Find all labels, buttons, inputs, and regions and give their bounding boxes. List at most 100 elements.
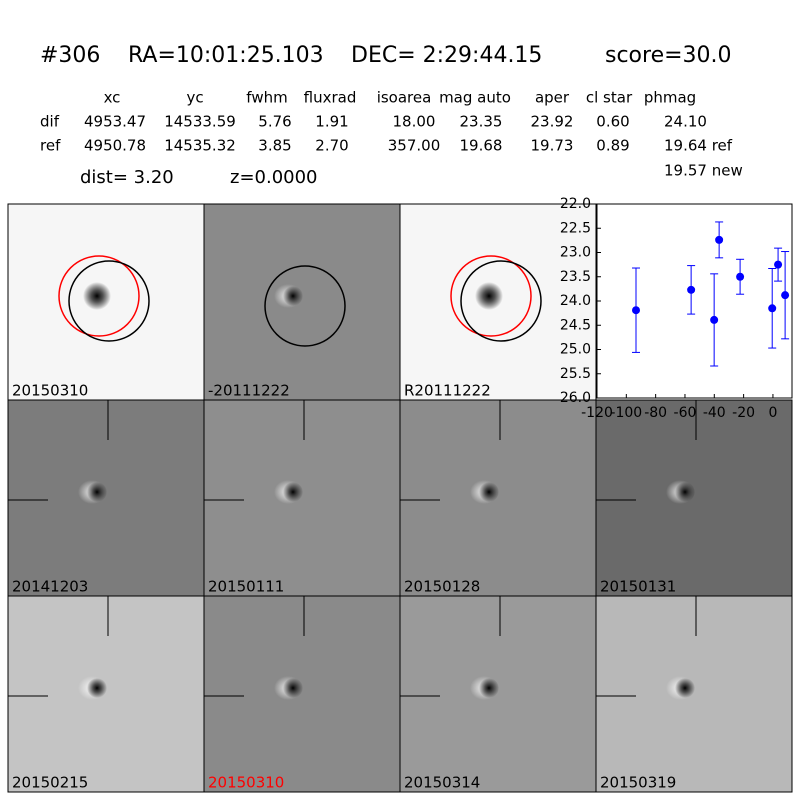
y-tick-label: 24.5 xyxy=(560,317,591,333)
ra: RA=10:01:25.103 xyxy=(128,43,324,68)
point xyxy=(632,306,640,315)
stamp-label: R20111222 xyxy=(404,382,491,400)
score: score=30.0 xyxy=(605,43,732,68)
phmag-new: 19.57 new xyxy=(664,162,743,180)
cell: 0.60 xyxy=(596,113,629,131)
x-tick-label: -40 xyxy=(703,405,726,421)
stamp xyxy=(7,399,205,597)
stamp xyxy=(595,595,793,793)
stamp-label: 20150319 xyxy=(600,774,676,792)
y-tick-label: 25.0 xyxy=(560,342,591,358)
cell: 4953.47 xyxy=(84,113,146,131)
cell: 0.89 xyxy=(596,137,629,155)
stamp xyxy=(203,203,401,401)
row-label: dif xyxy=(40,113,60,131)
aperture-red xyxy=(58,255,140,337)
stamp xyxy=(7,595,205,793)
apertures xyxy=(58,255,542,347)
cell: 19.73 xyxy=(531,137,574,155)
stamp-source xyxy=(479,678,499,698)
dec: DEC= 2:29:44.15 xyxy=(351,43,542,68)
object-id: #306 xyxy=(40,43,100,68)
stamp-source xyxy=(83,282,111,310)
aperture-black xyxy=(68,260,150,342)
aperture-red xyxy=(450,255,532,337)
cell: 19.64 ref xyxy=(664,137,733,155)
cell: 24.10 xyxy=(664,113,707,131)
column-header: mag auto xyxy=(439,89,511,107)
point xyxy=(736,272,745,281)
column-header: fluxrad xyxy=(304,89,357,107)
stamp xyxy=(203,595,401,793)
stamp-label: 20150131 xyxy=(600,578,676,596)
stamp-label: 20150310 xyxy=(208,774,284,792)
stamp xyxy=(399,595,597,793)
cell: 5.76 xyxy=(258,113,291,131)
column-header: aper xyxy=(535,89,570,107)
point xyxy=(774,260,783,269)
y-tick-label: 22.0 xyxy=(560,196,591,212)
cell: 18.00 xyxy=(393,113,436,131)
stamp xyxy=(399,399,597,597)
stamp-label: 20150310 xyxy=(12,382,88,400)
cell: 3.85 xyxy=(258,137,291,155)
x-tick-label: 0 xyxy=(768,405,777,421)
y-tick-label: 24.0 xyxy=(560,293,591,309)
cell: 2.70 xyxy=(315,137,348,155)
y-tick-label: 23.5 xyxy=(560,269,591,285)
y-tick-label: 22.5 xyxy=(560,220,591,236)
stamp-label: -20111222 xyxy=(208,382,290,400)
column-header: xc xyxy=(104,89,121,107)
point xyxy=(710,315,719,324)
stamp-source xyxy=(87,482,107,502)
y-tick-label: 25.5 xyxy=(560,366,591,382)
column-header: cl star xyxy=(586,89,633,107)
x-tick-label: -80 xyxy=(644,405,667,421)
y-tick-label: 26.0 xyxy=(560,390,591,406)
redshift: z=0.0000 xyxy=(230,167,318,188)
stamp-source xyxy=(479,482,499,502)
plot-frame xyxy=(596,203,793,399)
cell: 14533.59 xyxy=(164,113,236,131)
stamps: 20150310 -20111222 R20111222 20141203 201501… xyxy=(7,203,793,793)
x-tick-label: -60 xyxy=(674,405,697,421)
stamp-source xyxy=(87,678,107,698)
stamp xyxy=(203,399,401,597)
stamp-label: 20150215 xyxy=(12,774,88,792)
x-tick-label: -100 xyxy=(610,405,642,421)
point xyxy=(687,285,696,294)
row-label: ref xyxy=(40,137,61,155)
point xyxy=(768,304,777,313)
x-tick-label: -120 xyxy=(581,405,613,421)
cell: 1.91 xyxy=(315,113,348,131)
stamp-source xyxy=(675,482,695,502)
cell: 4950.78 xyxy=(84,137,146,155)
aperture-black xyxy=(264,265,346,347)
stamp-label: 20150314 xyxy=(404,774,480,792)
stamp-source xyxy=(283,678,303,698)
cell: 23.92 xyxy=(531,113,574,131)
y-tick-label: 23.0 xyxy=(560,245,591,261)
column-header: yc xyxy=(186,89,203,107)
cell: 19.68 xyxy=(460,137,503,155)
stamp-source xyxy=(675,678,695,698)
stamp-label: 20150111 xyxy=(208,578,284,596)
stamp xyxy=(595,399,793,597)
column-header: fwhm xyxy=(246,89,287,107)
stamp-label: 20141203 xyxy=(12,578,88,596)
point xyxy=(781,291,790,300)
point xyxy=(715,235,724,244)
aperture-black xyxy=(460,260,542,342)
dist: dist= 3.20 xyxy=(80,167,174,188)
x-tick-label: -20 xyxy=(732,405,755,421)
cell: 14535.32 xyxy=(164,137,236,155)
stamp-source xyxy=(475,282,503,310)
stamp-source xyxy=(283,482,303,502)
stamp-source xyxy=(283,286,303,306)
column-header: isoarea xyxy=(377,89,432,107)
stamp-label: 20150128 xyxy=(404,578,480,596)
cell: 23.35 xyxy=(460,113,503,131)
column-header: phmag xyxy=(644,89,696,107)
cell: 357.00 xyxy=(388,137,441,155)
